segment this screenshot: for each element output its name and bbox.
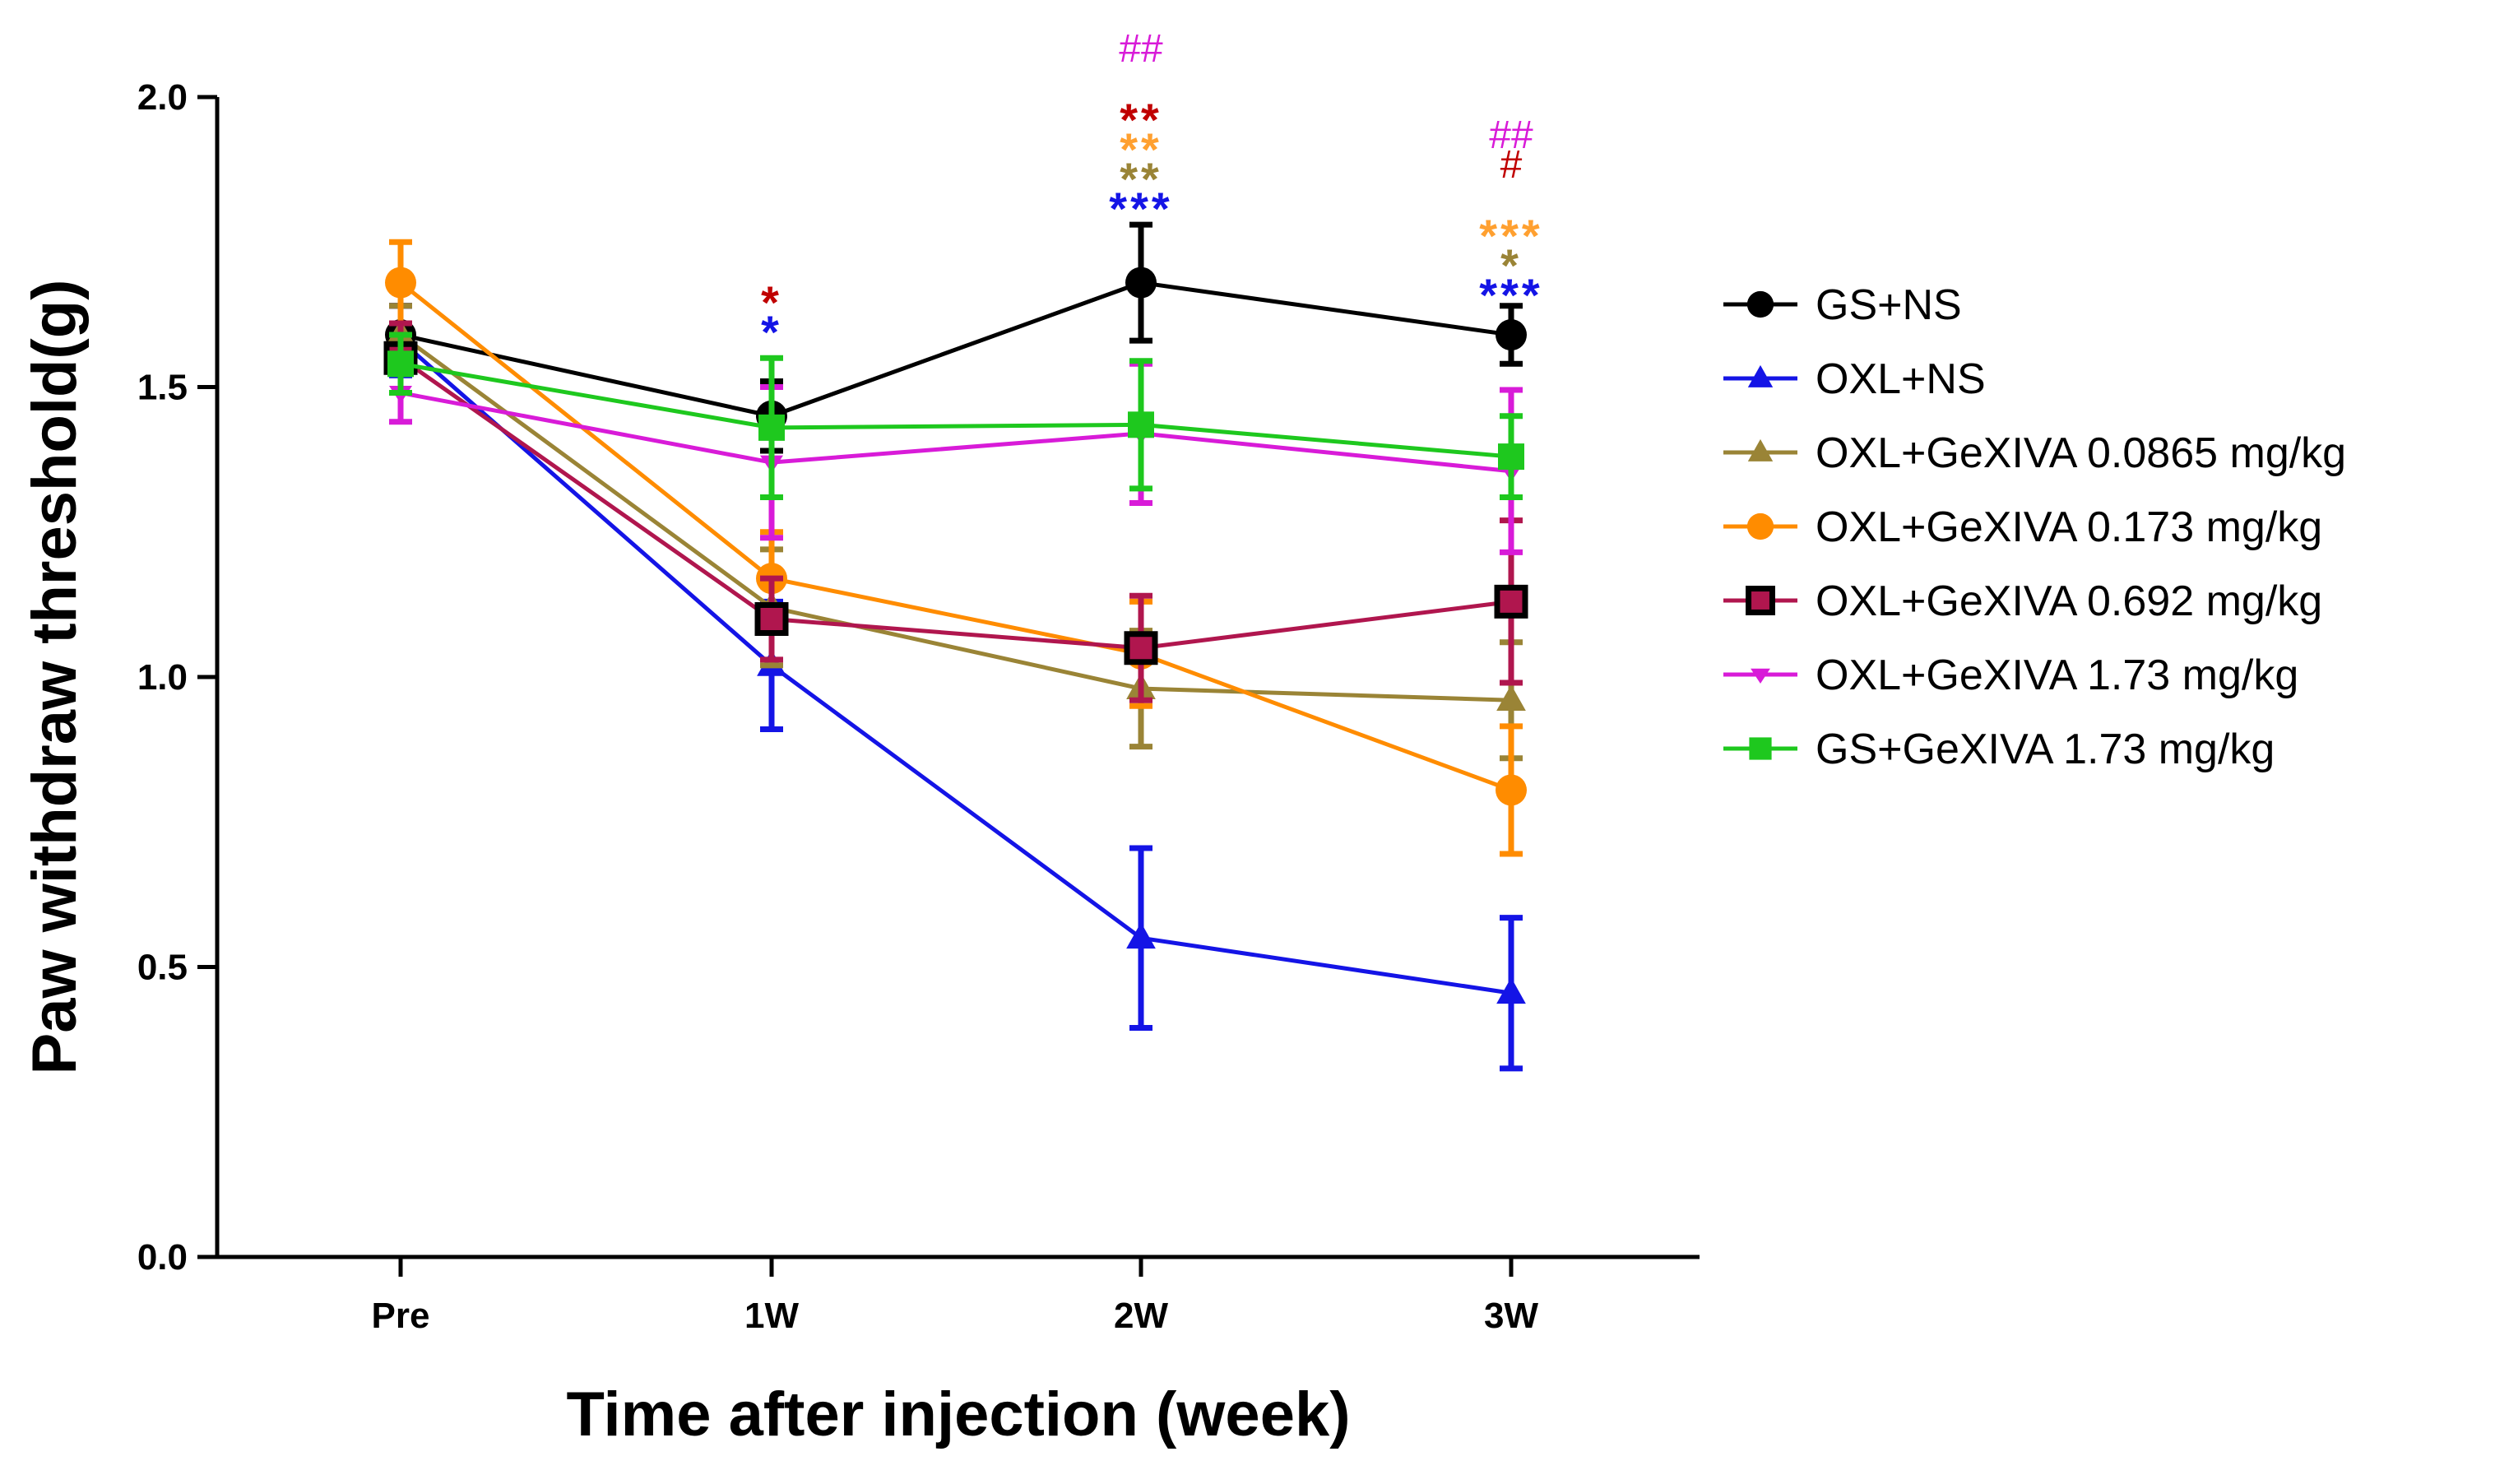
data-point: [1126, 922, 1156, 949]
x-tick-label: 3W: [1484, 1296, 1538, 1336]
series-line: [399, 356, 1512, 651]
legend-label: GS+NS: [1816, 281, 1962, 329]
x-tick-label: Pre: [372, 1296, 430, 1336]
significance-mark: *: [761, 306, 782, 358]
significance-mark: ***: [1109, 183, 1172, 234]
legend-item: OXL+NS: [1723, 355, 1986, 403]
legend-marker: [1746, 586, 1775, 615]
y-ticks: 0.0 0.5 1.0 1.5 2.0: [137, 77, 217, 1278]
significance-mark: ***: [1479, 269, 1542, 321]
significance-mark: ##: [1489, 114, 1533, 157]
legend-item: OXL+GeXIVA 0.0865 mg/kg: [1723, 429, 2346, 477]
series-6: [387, 332, 1524, 500]
data-point: [754, 602, 789, 636]
legend-marker: [1749, 737, 1772, 760]
legend-label: OXL+GeXIVA 1.73 mg/kg: [1816, 652, 2298, 699]
plot-area: 0.00.51.01.52.0 Pre 1W 2W 3W ***********##*…: [137, 27, 1700, 1336]
y-tick-label: 0.0: [137, 1237, 188, 1278]
data-point: [1125, 267, 1157, 299]
significance-mark: **: [1120, 94, 1162, 146]
significance-annotations: ***********##*******###: [761, 27, 1542, 358]
legend-item: GS+GeXIVA 1.73 mg/kg: [1723, 726, 2275, 773]
data-point: [1128, 411, 1154, 438]
y-tick-label: 0.5: [137, 948, 188, 988]
data-point: [1494, 584, 1528, 619]
data-point: [385, 267, 416, 299]
y-tick-label: 1.0: [137, 657, 188, 698]
data-point: [1496, 774, 1527, 806]
legend-marker: [1751, 668, 1770, 684]
series-line: [399, 333, 1512, 703]
legend-marker: [1746, 512, 1774, 540]
series-4: [383, 320, 1528, 703]
legend: GS+NS OXL+NS OXL+GeXIVA 0.0865 mg/kg OXL+Ge…: [1723, 281, 2346, 773]
legend-marker: [1747, 438, 1774, 461]
series-0: [385, 221, 1527, 454]
data-point: [1124, 631, 1158, 665]
data-point: [1498, 443, 1524, 471]
legend-marker: [1746, 290, 1774, 318]
series-3: [385, 239, 1527, 857]
y-axis-title: Paw withdraw threshold(g): [20, 280, 90, 1075]
y-tick-label: 1.5: [137, 368, 188, 408]
legend-item: OXL+GeXIVA 0.692 mg/kg: [1723, 577, 2322, 625]
x-tick-label: 2W: [1114, 1296, 1168, 1336]
legend-label: OXL+GeXIVA 0.692 mg/kg: [1816, 577, 2322, 625]
legend-label: OXL+GeXIVA 0.173 mg/kg: [1816, 503, 2322, 551]
data-point: [387, 350, 414, 378]
significance-mark: #: [1500, 143, 1523, 187]
significance-mark: **: [1120, 123, 1162, 175]
legend-item: OXL+GeXIVA 1.73 mg/kg: [1723, 652, 2298, 699]
series-layer: [383, 221, 1528, 1072]
legend-label: OXL+NS: [1816, 355, 1986, 403]
x-tick-label: 1W: [744, 1296, 799, 1336]
significance-mark: *: [1500, 239, 1522, 291]
x-ticks: Pre 1W 2W 3W: [372, 1257, 1538, 1336]
data-point: [1496, 977, 1526, 1004]
legend-item: GS+NS: [1723, 281, 1962, 329]
data-point: [1496, 684, 1526, 712]
data-point: [1496, 319, 1527, 351]
significance-mark: *: [761, 276, 782, 328]
significance-mark: ##: [1119, 27, 1163, 71]
series-line: [399, 281, 1512, 792]
legend-marker: [1747, 364, 1774, 387]
legend-item: OXL+GeXIVA 0.173 mg/kg: [1723, 503, 2322, 551]
series-2: [386, 303, 1526, 762]
data-point: [758, 414, 785, 441]
legend-label: OXL+GeXIVA 0.0865 mg/kg: [1816, 429, 2346, 477]
series-line: [399, 339, 1512, 995]
series-line: [400, 281, 1512, 419]
significance-mark: ***: [1479, 210, 1542, 262]
x-axis-title: Time after injection (week): [566, 1380, 1350, 1449]
significance-mark: **: [1120, 153, 1162, 205]
legend-label: GS+GeXIVA 1.73 mg/kg: [1816, 726, 2275, 773]
series-line: [400, 391, 1512, 474]
series-line: [400, 361, 1512, 459]
y-tick-label: 2.0: [137, 77, 188, 118]
